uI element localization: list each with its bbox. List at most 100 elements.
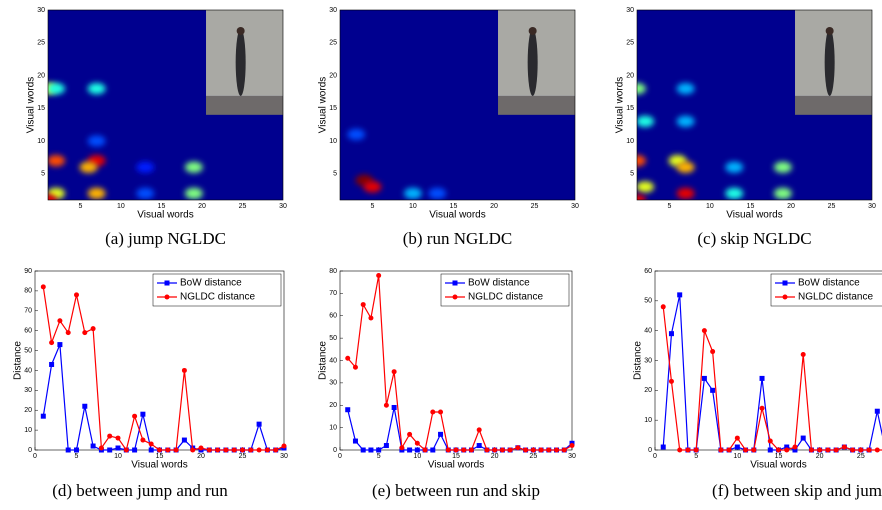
axes-frame — [47, 9, 284, 201]
y-tick-label: 20 — [644, 387, 652, 394]
point — [148, 441, 154, 447]
x-tick-label: 30 — [568, 453, 576, 460]
photo-person — [235, 28, 246, 96]
x-axis-label: Visual words — [137, 210, 194, 221]
x-tick-label: 5 — [78, 203, 82, 210]
point — [668, 331, 674, 337]
point — [82, 330, 88, 336]
y-tick-label: 40 — [644, 328, 652, 335]
legend-marker — [782, 294, 788, 300]
photo-inset — [206, 10, 283, 115]
heatmap-cell — [136, 187, 155, 200]
point — [399, 445, 405, 451]
point — [726, 447, 732, 453]
point — [874, 408, 880, 414]
y-tick-label: 60 — [24, 328, 32, 335]
point — [231, 447, 237, 453]
point — [57, 318, 63, 324]
point — [407, 447, 413, 453]
x-tick-label: 25 — [828, 203, 836, 210]
legend-marker — [452, 280, 458, 286]
point — [523, 447, 529, 453]
heatmap-cell — [676, 187, 695, 200]
y-tick-label: 20 — [24, 407, 32, 414]
y-tick-label: 90 — [24, 268, 32, 275]
legend-label: BoW distance — [180, 278, 242, 289]
x-tick-label: 20 — [787, 203, 795, 210]
heatmap-cell — [428, 187, 447, 200]
point — [734, 444, 740, 450]
y-tick-label: 80 — [329, 268, 337, 275]
point — [499, 447, 505, 453]
caption: (b) run NGLDC — [403, 229, 513, 248]
point — [776, 447, 781, 453]
heatmap-cell — [637, 82, 646, 95]
legend-marker — [782, 280, 788, 286]
point — [759, 405, 765, 411]
heatmap-cell — [48, 155, 66, 167]
point — [693, 447, 699, 453]
heatmap-cell — [404, 187, 422, 200]
x-tick-label: 0 — [33, 453, 37, 460]
x-tick-label: 20 — [491, 453, 499, 460]
y-axis-label: Visual words — [615, 77, 626, 134]
x-tick-label: 25 — [239, 453, 247, 460]
heatmap-cell — [637, 115, 655, 128]
point — [368, 315, 374, 321]
y-tick-label: 25 — [329, 40, 337, 47]
caption: (c) skip NGLDC — [697, 229, 811, 248]
point — [132, 413, 138, 419]
x-tick-label: 25 — [529, 453, 537, 460]
point — [767, 447, 773, 453]
point — [198, 445, 204, 451]
x-tick-label: 25 — [239, 203, 247, 210]
point — [414, 440, 420, 446]
x-tick-label: 20 — [816, 453, 824, 460]
photo-ground — [795, 95, 872, 115]
point — [345, 407, 351, 413]
legend-label: BoW distance — [798, 278, 860, 289]
heatmap-cells — [347, 128, 447, 200]
point — [368, 447, 374, 453]
caption: (d) between jump and run — [52, 481, 228, 500]
heatmap-cell — [48, 194, 57, 200]
point — [383, 443, 389, 449]
point — [476, 443, 482, 449]
heatmap-cell — [773, 187, 792, 200]
y-tick-label: 20 — [37, 72, 45, 79]
x-tick-label: 30 — [868, 203, 876, 210]
photo-head — [236, 26, 245, 35]
point — [57, 342, 63, 348]
heatmap-cell — [87, 82, 106, 95]
y-tick-label: 20 — [626, 72, 634, 79]
x-tick-label: 0 — [653, 453, 657, 460]
point — [256, 421, 262, 427]
point — [206, 447, 212, 453]
point — [677, 292, 683, 298]
heatmap-cell — [725, 161, 744, 173]
x-tick-label: 25 — [857, 453, 865, 460]
x-tick-label: 25 — [531, 203, 539, 210]
caption: (a) jump NGLDC — [105, 229, 226, 248]
y-tick-label: 15 — [37, 105, 45, 112]
legend-box — [152, 273, 282, 307]
point — [710, 387, 716, 393]
point — [132, 447, 138, 453]
point — [49, 340, 55, 346]
point — [140, 411, 146, 417]
point — [190, 447, 196, 453]
y-tick-label: 0 — [28, 447, 32, 454]
heatmap-cell — [136, 161, 155, 173]
point — [107, 433, 113, 439]
point — [352, 364, 358, 370]
point — [90, 326, 96, 332]
point — [65, 330, 71, 336]
point — [360, 302, 366, 308]
x-axis-label: Visual words — [429, 210, 486, 221]
heatmap-cell — [676, 161, 695, 173]
point — [668, 378, 674, 384]
point — [866, 447, 872, 453]
heatmap-cell — [184, 161, 203, 173]
point — [792, 447, 798, 453]
y-tick-label: 10 — [37, 138, 45, 145]
